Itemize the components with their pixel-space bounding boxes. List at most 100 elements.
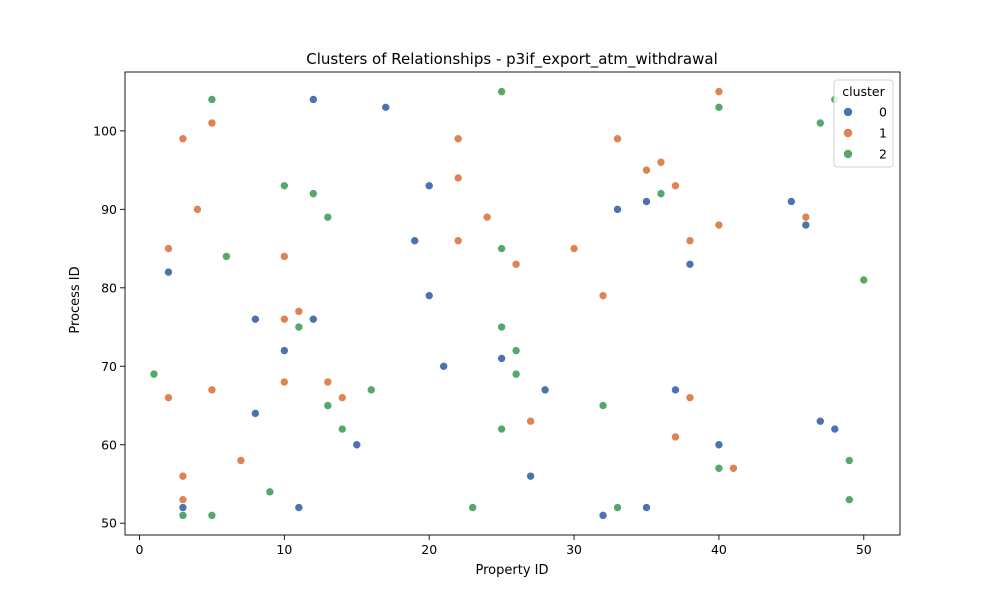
data-point bbox=[598, 511, 608, 520]
data-point bbox=[844, 456, 854, 465]
data-point bbox=[511, 346, 521, 355]
legend-marker bbox=[843, 128, 853, 138]
legend-entry-label: 0 bbox=[879, 105, 887, 120]
legend-entry-label: 1 bbox=[879, 126, 887, 141]
data-point bbox=[323, 401, 333, 410]
y-tick-label: 50 bbox=[101, 516, 117, 531]
data-point bbox=[685, 259, 695, 269]
data-point bbox=[309, 314, 318, 324]
data-point bbox=[337, 424, 347, 434]
data-point bbox=[714, 440, 724, 450]
data-point bbox=[453, 134, 463, 144]
data-point bbox=[352, 440, 362, 450]
data-point bbox=[323, 212, 333, 222]
data-point bbox=[714, 103, 724, 112]
data-point bbox=[309, 95, 318, 104]
data-point bbox=[540, 385, 550, 395]
data-point bbox=[642, 197, 651, 206]
x-tick-label: 0 bbox=[136, 542, 144, 557]
data-point bbox=[526, 471, 535, 481]
data-point bbox=[497, 322, 506, 332]
data-point bbox=[569, 244, 579, 253]
plot-frame bbox=[124, 71, 901, 536]
data-point bbox=[236, 456, 246, 465]
data-point bbox=[280, 181, 289, 191]
data-point bbox=[714, 220, 724, 230]
data-point bbox=[468, 503, 477, 512]
data-point bbox=[251, 409, 260, 418]
data-point bbox=[511, 369, 521, 379]
y-tick-label: 70 bbox=[101, 359, 117, 374]
data-point bbox=[714, 87, 724, 96]
y-tick-label: 80 bbox=[101, 280, 117, 295]
data-point bbox=[280, 377, 289, 387]
data-point bbox=[424, 291, 434, 300]
data-point bbox=[656, 189, 666, 198]
data-point bbox=[164, 267, 173, 277]
x-tick-label: 10 bbox=[276, 542, 292, 557]
data-point bbox=[410, 236, 420, 246]
data-point bbox=[222, 252, 231, 261]
data-point bbox=[381, 103, 391, 112]
data-point bbox=[309, 189, 318, 198]
data-point bbox=[178, 471, 188, 481]
data-point bbox=[830, 424, 840, 434]
data-point bbox=[598, 291, 608, 300]
data-point bbox=[294, 307, 304, 316]
data-point bbox=[453, 236, 463, 246]
data-point bbox=[844, 495, 854, 504]
legend-marker bbox=[843, 107, 853, 117]
data-point bbox=[671, 385, 680, 395]
data-point bbox=[265, 487, 275, 497]
data-point bbox=[164, 244, 173, 253]
data-point bbox=[671, 181, 680, 191]
data-point bbox=[207, 118, 217, 128]
data-point bbox=[424, 181, 434, 191]
data-point bbox=[787, 197, 796, 206]
data-point bbox=[613, 134, 622, 144]
data-point bbox=[511, 259, 521, 269]
data-point bbox=[497, 424, 506, 434]
series-cluster-2 bbox=[149, 87, 869, 520]
data-point bbox=[280, 346, 289, 355]
y-tick-label: 90 bbox=[101, 202, 117, 217]
data-point bbox=[294, 503, 304, 512]
data-point bbox=[294, 322, 304, 332]
legend: cluster 0 1 2 bbox=[833, 79, 894, 168]
y-tick-label: 100 bbox=[93, 123, 117, 138]
data-point bbox=[714, 463, 724, 473]
data-point bbox=[178, 511, 188, 520]
data-point bbox=[613, 205, 622, 214]
data-point bbox=[729, 463, 738, 473]
data-point bbox=[164, 393, 173, 402]
data-point bbox=[526, 416, 535, 426]
legend-marker bbox=[843, 149, 853, 159]
data-point bbox=[453, 173, 463, 183]
data-point bbox=[251, 314, 260, 324]
y-axis-label: Process ID bbox=[68, 266, 83, 333]
data-point bbox=[366, 385, 376, 395]
data-point bbox=[497, 87, 506, 96]
x-axis-label: Property ID bbox=[476, 563, 549, 578]
data-point bbox=[207, 95, 217, 104]
data-point bbox=[323, 377, 333, 387]
legend-box bbox=[833, 79, 894, 168]
data-point bbox=[816, 416, 825, 426]
data-point bbox=[207, 385, 217, 395]
y-tick-label: 60 bbox=[101, 437, 117, 452]
data-point bbox=[497, 244, 506, 253]
series-cluster-1 bbox=[164, 87, 811, 504]
data-point bbox=[439, 361, 448, 371]
data-point bbox=[482, 212, 492, 222]
chart-title: Clusters of Relationships - p3if_export_… bbox=[306, 50, 718, 69]
data-point bbox=[642, 503, 651, 512]
data-point bbox=[656, 157, 666, 167]
legend-entry-label: 2 bbox=[879, 147, 887, 162]
data-point bbox=[178, 503, 188, 512]
series-cluster-0 bbox=[164, 95, 840, 520]
x-tick-label: 20 bbox=[421, 542, 437, 557]
data-point bbox=[801, 220, 811, 230]
data-point bbox=[193, 205, 202, 214]
